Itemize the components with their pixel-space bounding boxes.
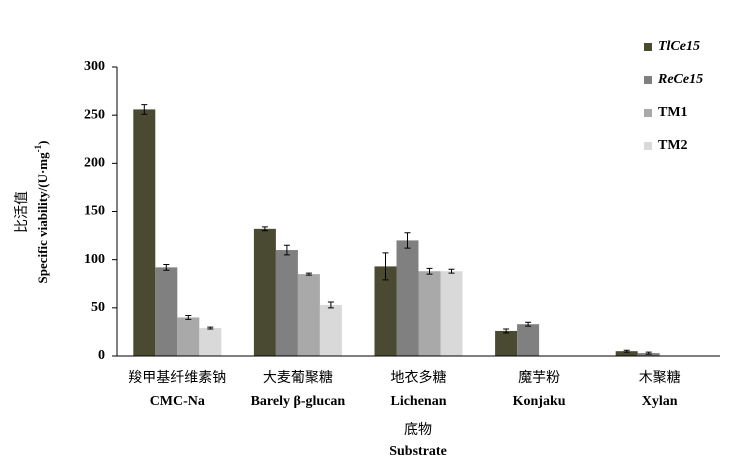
- x-tick-label-cn: 木聚糖: [639, 370, 681, 386]
- error-bar: [382, 252, 389, 281]
- x-tick-label-cn: 大麦葡聚糖: [263, 370, 333, 386]
- error-bar: [448, 268, 455, 274]
- bar: [199, 328, 222, 356]
- bar: [275, 250, 298, 356]
- y-tick-label: 150: [84, 204, 105, 219]
- bar: [495, 330, 518, 356]
- y-axis-label: Specific viability/(U·mg-1): [33, 141, 50, 284]
- bar: [374, 266, 397, 356]
- legend-label: TM1: [658, 105, 688, 120]
- x-tick-label: Lichenan: [390, 394, 446, 409]
- bar: [155, 267, 178, 356]
- legend-swatch: [644, 109, 652, 117]
- error-bar: [327, 301, 334, 309]
- error-bar: [283, 244, 290, 256]
- error-bar: [525, 321, 532, 327]
- x-tick-label: CMC-Na: [150, 394, 205, 409]
- x-axis-label: Substrate: [389, 444, 447, 459]
- error-bar: [645, 351, 652, 355]
- bar: [297, 274, 320, 356]
- y-axis-label-cn: 比活值: [14, 191, 30, 233]
- x-tick-label-cn: 羧甲基纤维素钠: [128, 369, 226, 386]
- bar: [177, 317, 200, 356]
- bar: [319, 304, 342, 356]
- legend-label: TlCe15: [658, 39, 700, 54]
- error-bar: [623, 349, 630, 353]
- error-bar: [426, 267, 433, 275]
- bar: [133, 109, 156, 357]
- bar: [418, 271, 441, 356]
- x-axis-label-cn: 底物: [404, 422, 432, 438]
- error-bar: [404, 232, 411, 249]
- legend-swatch: [644, 76, 652, 84]
- y-tick-label: 200: [84, 156, 105, 171]
- bar: [615, 351, 638, 356]
- error-bar: [305, 272, 312, 276]
- bar: [517, 324, 540, 356]
- legend-label: ReCe15: [657, 72, 703, 87]
- bar: [396, 240, 419, 356]
- y-label-part: Specific viability/(U·mg: [35, 152, 50, 284]
- error-bar: [207, 326, 214, 330]
- y-tick-label: 250: [84, 107, 105, 122]
- legend-swatch: [644, 142, 652, 150]
- y-tick-label: 0: [98, 348, 105, 363]
- x-tick-label-cn: 地衣多糖: [391, 369, 447, 386]
- y-tick-label: 50: [91, 300, 105, 315]
- error-bar: [163, 263, 170, 271]
- y-label-part: ): [35, 141, 50, 145]
- error-bar: [141, 104, 148, 115]
- x-tick-label: Xylan: [642, 394, 678, 409]
- bar: [253, 228, 276, 356]
- error-bar: [503, 328, 510, 334]
- y-label-sup: -1: [33, 144, 43, 152]
- legend-swatch: [644, 43, 652, 51]
- legend-label: TM2: [658, 138, 688, 153]
- error-bar: [261, 226, 268, 232]
- bar: [440, 271, 463, 356]
- error-bar: [185, 315, 192, 320]
- y-tick-label: 100: [84, 252, 105, 267]
- x-tick-label: Barely β-glucan: [251, 394, 346, 409]
- y-tick-label: 300: [84, 59, 105, 74]
- x-tick-label: Konjaku: [513, 394, 566, 409]
- x-tick-label-cn: 魔芋粉: [518, 370, 560, 386]
